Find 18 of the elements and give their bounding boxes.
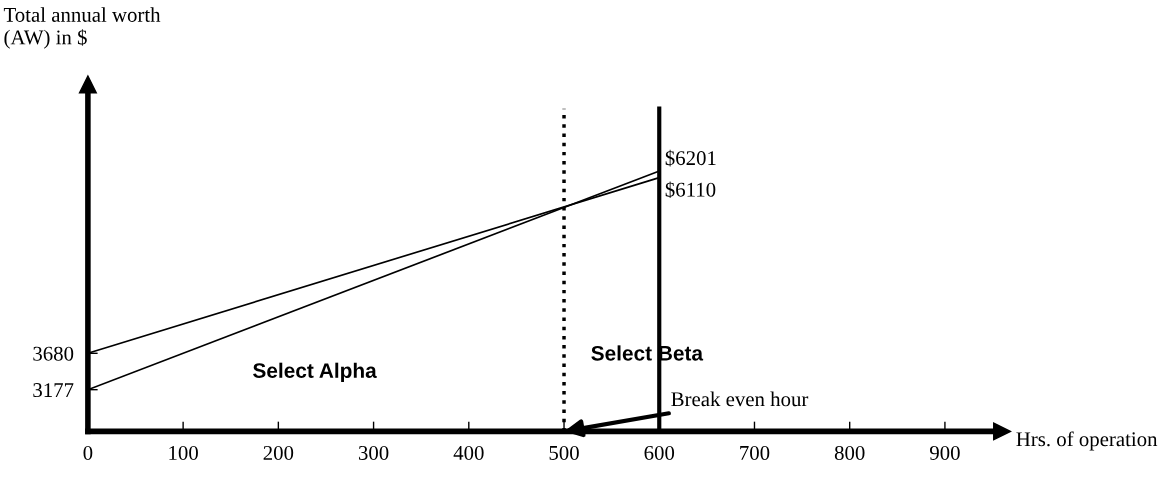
- x-tick-label: 0: [83, 445, 93, 460]
- x-tick-label: 400: [453, 445, 484, 460]
- x-tick-label: 200: [263, 445, 294, 460]
- x-tick-label: 500: [549, 445, 579, 460]
- x-tick-label: 700: [740, 445, 770, 460]
- x-tick-label: 800: [834, 445, 865, 460]
- annotation: Select Alpha: [253, 362, 377, 383]
- x-tick-label: 600: [644, 445, 675, 460]
- annotation: Break even hour: [671, 391, 809, 407]
- x-tick-label: 300: [358, 445, 389, 460]
- data-label: $6110: [665, 181, 716, 199]
- y-tick-label: 3680: [33, 346, 74, 361]
- y-tick-label: 3177: [33, 383, 74, 398]
- data-label: $6201: [665, 149, 716, 167]
- x-axis-title: Hrs. of operation: [1016, 431, 1158, 451]
- x-tick-label: 900: [929, 445, 960, 460]
- y-axis-title: Total annual worth (AW) in $: [3, 7, 161, 49]
- x-tick-label: 100: [169, 445, 198, 460]
